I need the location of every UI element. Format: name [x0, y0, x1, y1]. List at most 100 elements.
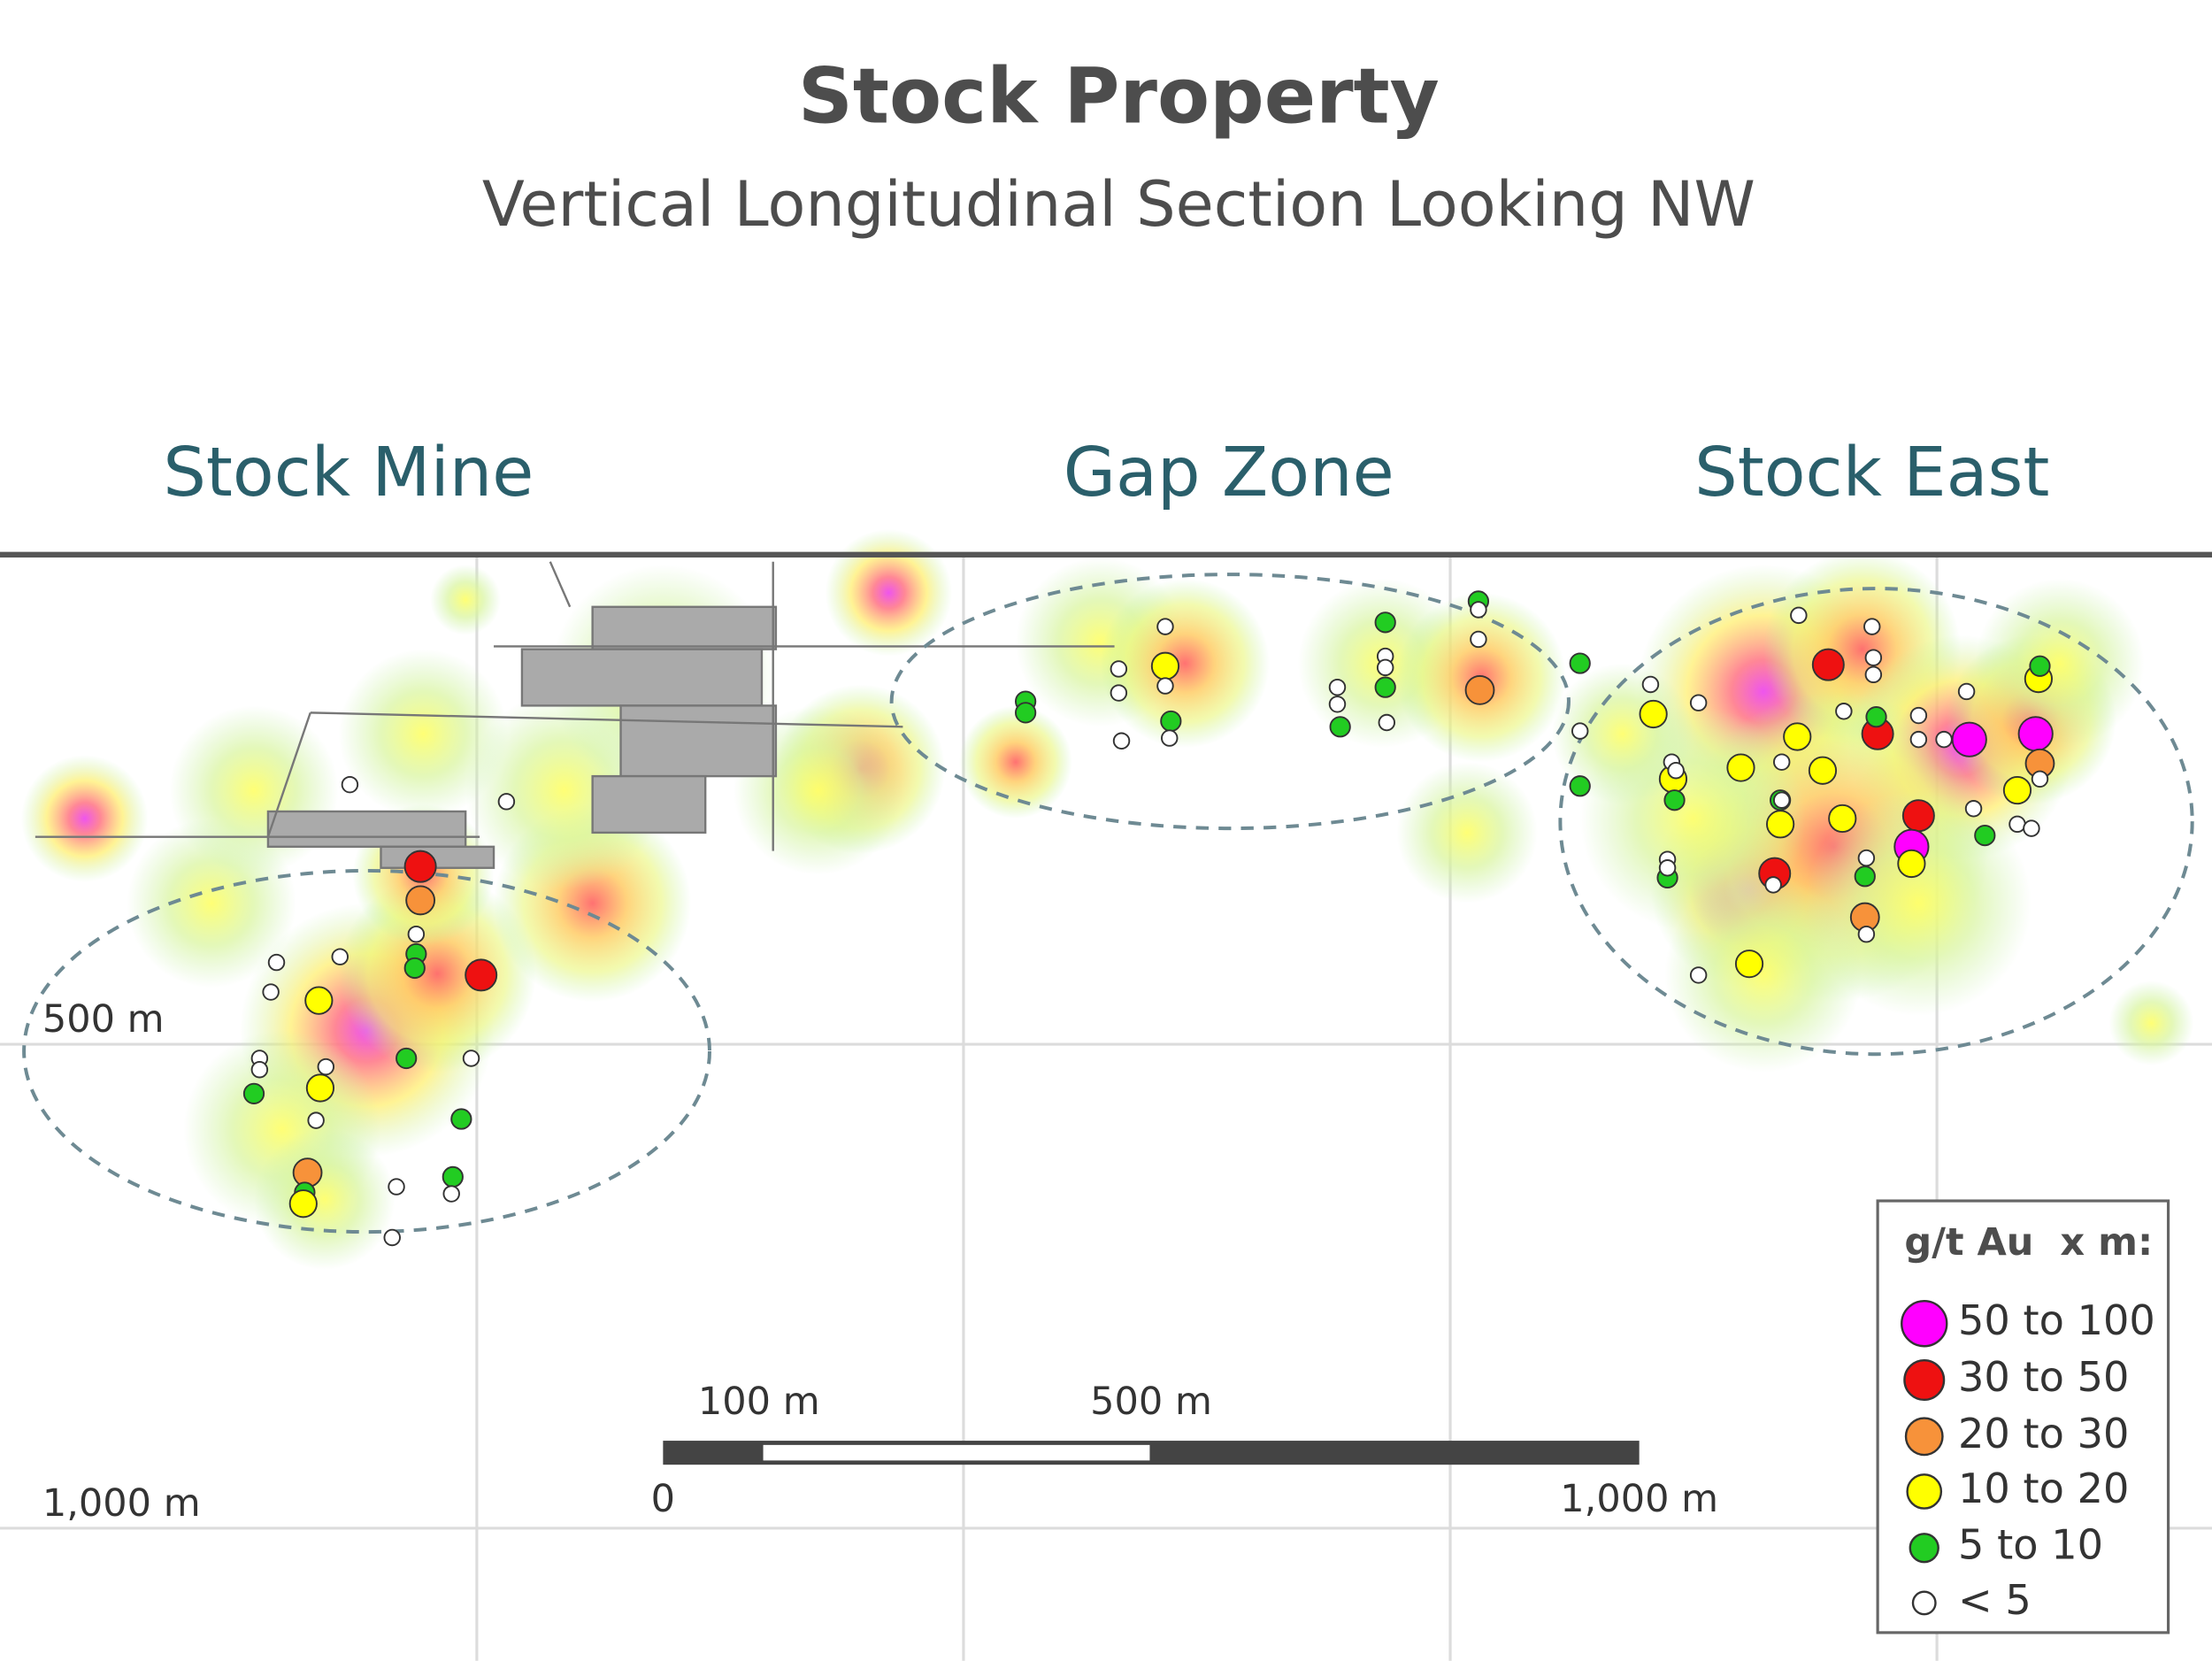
title: Stock Property [798, 52, 1440, 141]
intercept [1764, 876, 1782, 894]
grade-blob [825, 529, 953, 657]
legend-label: 5 to 10 [1958, 1521, 2103, 1569]
intercept [1864, 665, 1883, 684]
intercept [1772, 753, 1791, 771]
legend-label: 50 to 100 [1958, 1296, 2155, 1344]
grade-contours [20, 529, 2194, 1271]
intercept [1811, 648, 1845, 681]
intercept [307, 1111, 325, 1129]
legend-symbol [1903, 1358, 1946, 1402]
intercept [304, 986, 334, 1015]
intercept [305, 1073, 335, 1103]
intercept [1470, 601, 1487, 619]
intercept [1689, 966, 1708, 984]
intercept [1639, 699, 1668, 729]
intercept [1328, 696, 1347, 713]
intercept [267, 953, 286, 972]
intercept [331, 948, 349, 965]
intercept [1658, 859, 1677, 877]
intercept [1569, 775, 1591, 797]
intercept [1857, 925, 1876, 943]
intercept [1689, 694, 1708, 711]
intercept [1790, 606, 1808, 625]
intercept [1974, 824, 1996, 847]
intercept [242, 1082, 265, 1104]
grade-blob [1551, 663, 1694, 805]
intercept [1571, 722, 1589, 740]
intercept [1957, 682, 1976, 701]
intercept [1864, 649, 1883, 666]
intercept [497, 793, 516, 811]
intercept [1854, 865, 1876, 888]
intercept [250, 1061, 269, 1079]
scale-label: 500 m [1090, 1380, 1212, 1424]
grade-blob [1100, 578, 1270, 749]
intercept [1901, 799, 1935, 833]
intercept [1110, 660, 1128, 678]
intercept [262, 983, 280, 1001]
intercept [1909, 730, 1928, 749]
intercept [1951, 721, 1987, 757]
subtitle: Vertical Longitudinal Section Looking NW [482, 168, 1755, 241]
mine-workings [35, 561, 1115, 869]
intercept [465, 958, 498, 992]
intercept [407, 925, 426, 943]
intercept [1374, 611, 1396, 634]
intercept [1329, 716, 1351, 738]
grade-blob [253, 1128, 396, 1271]
intercept [1378, 713, 1396, 732]
drill-intercepts [242, 590, 2055, 1247]
scale-label: 100 m [698, 1380, 820, 1424]
zone-outlines [22, 573, 2194, 1234]
legend-symbol [1909, 1533, 1939, 1564]
intercept [1641, 675, 1660, 694]
intercept [450, 1108, 472, 1130]
intercept [1667, 762, 1685, 780]
depth-label: 1,000 m [42, 1481, 201, 1526]
intercept [1156, 618, 1174, 635]
intercept [1909, 706, 1928, 725]
legend-label: < 5 [1958, 1576, 2032, 1624]
intercept [1112, 732, 1131, 750]
legend-symbol [1901, 1300, 1948, 1348]
grade-blob [430, 564, 502, 635]
scale-end: 0 [651, 1477, 675, 1521]
zone-label: Stock East [1694, 434, 2049, 512]
scale-bar: 100 m 500 m 0 1,000 m [651, 1380, 1718, 1521]
intercept [1328, 678, 1347, 696]
legend-symbol [1906, 1473, 1943, 1510]
grade-blob [1664, 874, 1863, 1073]
intercept [1783, 722, 1812, 751]
intercept [341, 775, 359, 794]
intercept [1156, 677, 1174, 695]
intercept [2002, 775, 2032, 805]
intercept [2008, 815, 2026, 834]
zone-label: Stock Mine [163, 434, 534, 512]
scale-end: 1,000 m [1560, 1477, 1718, 1521]
intercept [1470, 630, 1487, 649]
legend-label: 10 to 20 [1958, 1465, 2129, 1512]
intercept [1835, 703, 1853, 720]
intercept [388, 1178, 405, 1196]
legend: g/t Au x m: 50 to 100 30 to 50 20 to 30 10 … [1876, 1199, 2170, 1634]
zone-label: Gap Zone [1064, 434, 1394, 512]
intercept [1808, 756, 1838, 785]
intercept [1766, 810, 1795, 839]
intercept [1110, 684, 1128, 702]
legend-label: 20 to 30 [1958, 1410, 2129, 1457]
intercept [1935, 730, 1953, 749]
intercept [1964, 800, 1983, 818]
legend-title: g/t Au x m: [1904, 1220, 2153, 1265]
intercept [2023, 819, 2040, 837]
grade-blob [2108, 980, 2194, 1065]
intercept [1160, 710, 1182, 733]
intercept [2017, 716, 2054, 752]
intercept [1376, 658, 1394, 677]
intercept [1865, 706, 1887, 728]
intercept [1569, 652, 1591, 674]
intercept [317, 1057, 335, 1076]
intercept [2029, 655, 2051, 677]
intercept [1015, 702, 1037, 724]
legend-symbol [1904, 1417, 1944, 1457]
